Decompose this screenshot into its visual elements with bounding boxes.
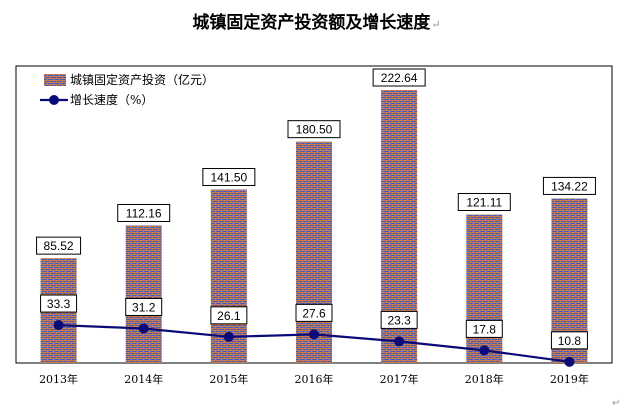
bar-value-label: 85.52: [44, 239, 74, 253]
x-tick-label: 2014年: [124, 372, 163, 386]
growth-rate-point: [223, 331, 234, 342]
bar: [466, 214, 503, 363]
bar-label-box: [287, 120, 341, 139]
growth-label-box: [210, 306, 248, 325]
x-tick-label: 2015年: [209, 372, 248, 386]
x-tick-label: 2013年: [39, 372, 78, 386]
growth-value-label: 27.6: [302, 306, 326, 320]
return-mark-icon: ↵: [431, 18, 441, 31]
growth-label-box: [550, 331, 588, 350]
bar-label-box: [36, 236, 82, 255]
bar-value-label: 180.50: [296, 123, 333, 137]
growth-value-label: 23.3: [387, 313, 411, 327]
growth-label-box: [125, 297, 163, 316]
growth-rate-point: [53, 320, 64, 331]
growth-value-label: 26.1: [217, 309, 241, 323]
chart-title: 城镇固定资产投资额及增长速度↵: [192, 13, 441, 33]
bar-value-label: 121.11: [466, 195, 502, 209]
x-tick-label: 2016年: [295, 372, 334, 386]
bar-value-label: 134.22: [551, 179, 588, 193]
bar-value-label: 222.64: [381, 71, 418, 85]
growth-rate-point: [138, 323, 149, 334]
legend-label-line: 增长速度（%）: [70, 92, 153, 107]
growth-value-label: 31.2: [132, 300, 156, 314]
bar-label-box: [117, 203, 171, 222]
bar-label-box: [202, 167, 256, 186]
growth-rate-point: [394, 336, 405, 347]
bar-label-box: [457, 192, 511, 211]
legend-marker-line: [49, 95, 59, 105]
x-tick-label: 2019年: [550, 372, 589, 386]
bar-value-label: 112.16: [126, 206, 162, 220]
growth-rate-point: [479, 345, 490, 356]
growth-label-box: [295, 303, 333, 322]
bar-value-label: 141.50: [211, 170, 248, 184]
x-tick-label: 2018年: [465, 372, 504, 386]
growth-label-box: [40, 294, 78, 313]
legend: 城镇固定资产投资（亿元） 增长速度（%）: [40, 72, 214, 107]
x-tick-label: 2017年: [380, 372, 419, 386]
bar: [125, 225, 162, 363]
bar: [296, 141, 332, 363]
growth-rate-point: [309, 329, 319, 340]
legend-label-bar: 城镇固定资产投资（亿元）: [70, 72, 214, 87]
growth-value-label: 33.3: [47, 297, 71, 311]
bar-label-box: [372, 68, 426, 87]
return-mark-icon: ↵: [612, 398, 621, 409]
growth-label-box: [465, 319, 503, 338]
growth-value-label: 10.8: [558, 334, 582, 348]
growth-label-box: [380, 310, 418, 329]
growth-value-label: 17.8: [473, 322, 497, 336]
bar-label-box: [542, 176, 596, 195]
legend-swatch-bar: [44, 74, 66, 86]
growth-rate-point: [564, 356, 575, 367]
